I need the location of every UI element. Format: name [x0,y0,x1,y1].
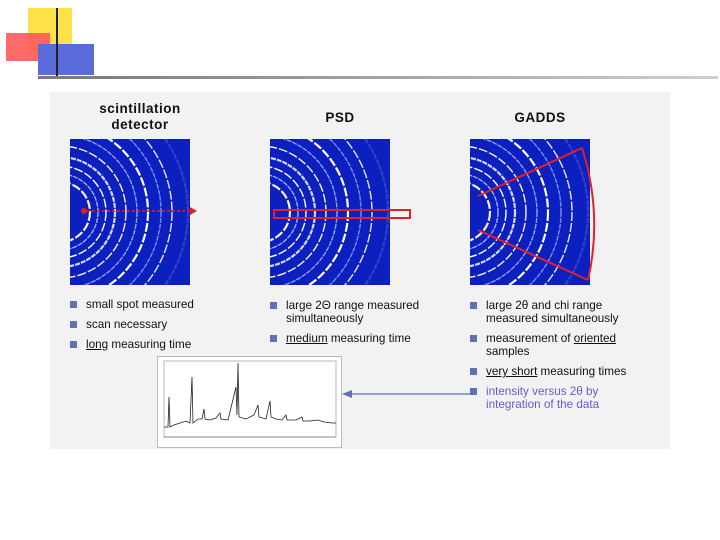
gadds-sector-edge [477,229,589,281]
list-item: very short measuring times [470,365,670,378]
diffraction-ring [270,182,292,242]
list-item: long measuring time [70,338,250,351]
square-bullet-icon [470,302,477,309]
list-item: scan necessary [70,318,250,331]
list-item: measurement of oriented samples [470,332,670,358]
spot-marker [81,208,87,214]
square-bullet-icon [70,341,77,348]
diffraction-ring [270,174,299,250]
diffraction-ring [270,166,307,258]
diffraction-ring [270,156,317,268]
bullet-text: integration of the data [486,398,600,411]
gadds-sector-edge [477,147,583,197]
diffraction-ring [470,182,492,242]
list-item: small spot measured [70,298,250,311]
diffraction-ring [70,166,107,258]
bullet-text: measured simultaneously [486,312,619,325]
measurement-overlays [81,147,596,281]
bullet-text-underlined: medium [286,332,328,345]
diffraction-image-psd [270,139,390,285]
diffraction-ring [128,139,162,285]
diffraction-ring [307,139,350,285]
diffraction-ring [544,139,573,285]
diffraction-ring [270,146,327,278]
square-bullet-icon [270,302,277,309]
list-item: medium measuring time [270,332,455,345]
title-line: GADDS [514,110,566,125]
diffraction-ring [144,139,173,285]
spectrum-plot [163,360,337,438]
diffraction-ring [282,139,338,285]
diffraction-ring [107,139,150,285]
deco-horizontal-line [38,76,718,79]
bullet-text: scan necessary [86,318,168,331]
title-line: detector [111,117,169,132]
diffraction-ring [507,139,550,285]
diffraction-ring [70,174,99,250]
list-item: intensity versus 2θ by integration of the… [470,385,670,411]
left-arrow-icon [342,390,472,398]
deco-vertical-line [56,8,58,76]
diffraction-ring [70,182,92,242]
square-bullet-icon [470,388,477,395]
diffraction-ring [82,139,138,285]
bullet-text: small spot measured [86,298,194,311]
bullet-text: measurement of [486,332,574,345]
diffraction-ring [163,139,190,285]
diffraction-ring [70,156,117,268]
bullet-text: large 2θ and chi range [486,299,603,312]
bullet-text-underlined: oriented [573,332,616,345]
bullet-text: measuring time [327,332,411,345]
bullet-text: samples [486,345,530,358]
diffraction-rings [270,139,390,285]
integrated-spectrum-image [157,356,342,448]
diffraction-image-scintillation [70,139,190,285]
column-title-gadds: GADDS [490,110,590,126]
bullet-text: measuring times [537,365,627,378]
bullet-list-gadds: large 2θ and chi range measured simultane… [470,299,670,418]
bullet-list-psd: large 2Θ range measured simultaneously me… [270,299,455,352]
list-item: large 2θ and chi range measured simultane… [470,299,670,325]
diffraction-ring [528,139,562,285]
deco-blue-square [38,44,94,75]
diffraction-ring [470,156,517,268]
square-bullet-icon [470,368,477,375]
diffraction-ring [363,139,390,285]
psd-strip [273,209,411,219]
bullet-text: simultaneously [286,312,364,325]
diffraction-rings [470,139,590,285]
title-line: PSD [325,110,355,125]
bullet-text-underlined: long [86,338,109,351]
square-bullet-icon [70,321,77,328]
bullet-text-underlined: very short [486,365,538,378]
scan-arrow-icon [190,207,197,215]
diffraction-ring [328,139,362,285]
diffraction-ring [344,139,373,285]
column-title-psd: PSD [290,110,390,126]
bullet-text: measuring time [108,338,192,351]
square-bullet-icon [470,335,477,342]
diffraction-ring [70,146,127,278]
diffraction-rings [70,139,190,285]
diffraction-ring [470,166,507,258]
diffraction-image-gadds [470,139,590,285]
bullet-list-scintillation: small spot measured scan necessary long … [70,298,250,358]
gadds-sector-arc [581,147,596,281]
diffraction-ring [470,174,499,250]
title-line: scintillation [99,101,181,116]
diffraction-ring [563,139,590,285]
square-bullet-icon [70,301,77,308]
diffraction-ring [482,139,538,285]
bullet-text: large 2Θ range measured [286,299,420,312]
list-item: large 2Θ range measured simultaneously [270,299,455,325]
column-title-scintillation: scintillation detector [80,101,200,133]
bullet-text: intensity versus 2θ by [486,385,599,398]
square-bullet-icon [270,335,277,342]
diffraction-ring [470,146,527,278]
